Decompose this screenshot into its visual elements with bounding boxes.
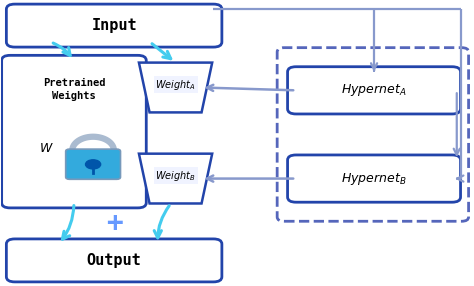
Circle shape [85, 160, 100, 169]
FancyBboxPatch shape [6, 239, 222, 282]
FancyBboxPatch shape [1, 55, 146, 208]
FancyBboxPatch shape [288, 155, 461, 202]
Text: $\mathit{Weight}_A$: $\mathit{Weight}_A$ [155, 78, 196, 92]
Text: $\mathit{Weight}_B$: $\mathit{Weight}_B$ [155, 169, 196, 183]
Text: Output: Output [87, 253, 142, 268]
Text: Pretrained
Weights: Pretrained Weights [43, 78, 105, 101]
Text: Input: Input [91, 18, 137, 33]
Text: +: + [106, 209, 122, 237]
Text: $\mathit{Hypernet}_B$: $\mathit{Hypernet}_B$ [341, 170, 407, 186]
FancyBboxPatch shape [6, 4, 222, 47]
Text: $W$: $W$ [38, 142, 53, 155]
Polygon shape [139, 63, 212, 112]
Text: $\mathit{Hypernet}_A$: $\mathit{Hypernet}_A$ [341, 82, 407, 98]
FancyBboxPatch shape [66, 149, 120, 179]
Polygon shape [139, 154, 212, 203]
FancyBboxPatch shape [288, 67, 461, 114]
